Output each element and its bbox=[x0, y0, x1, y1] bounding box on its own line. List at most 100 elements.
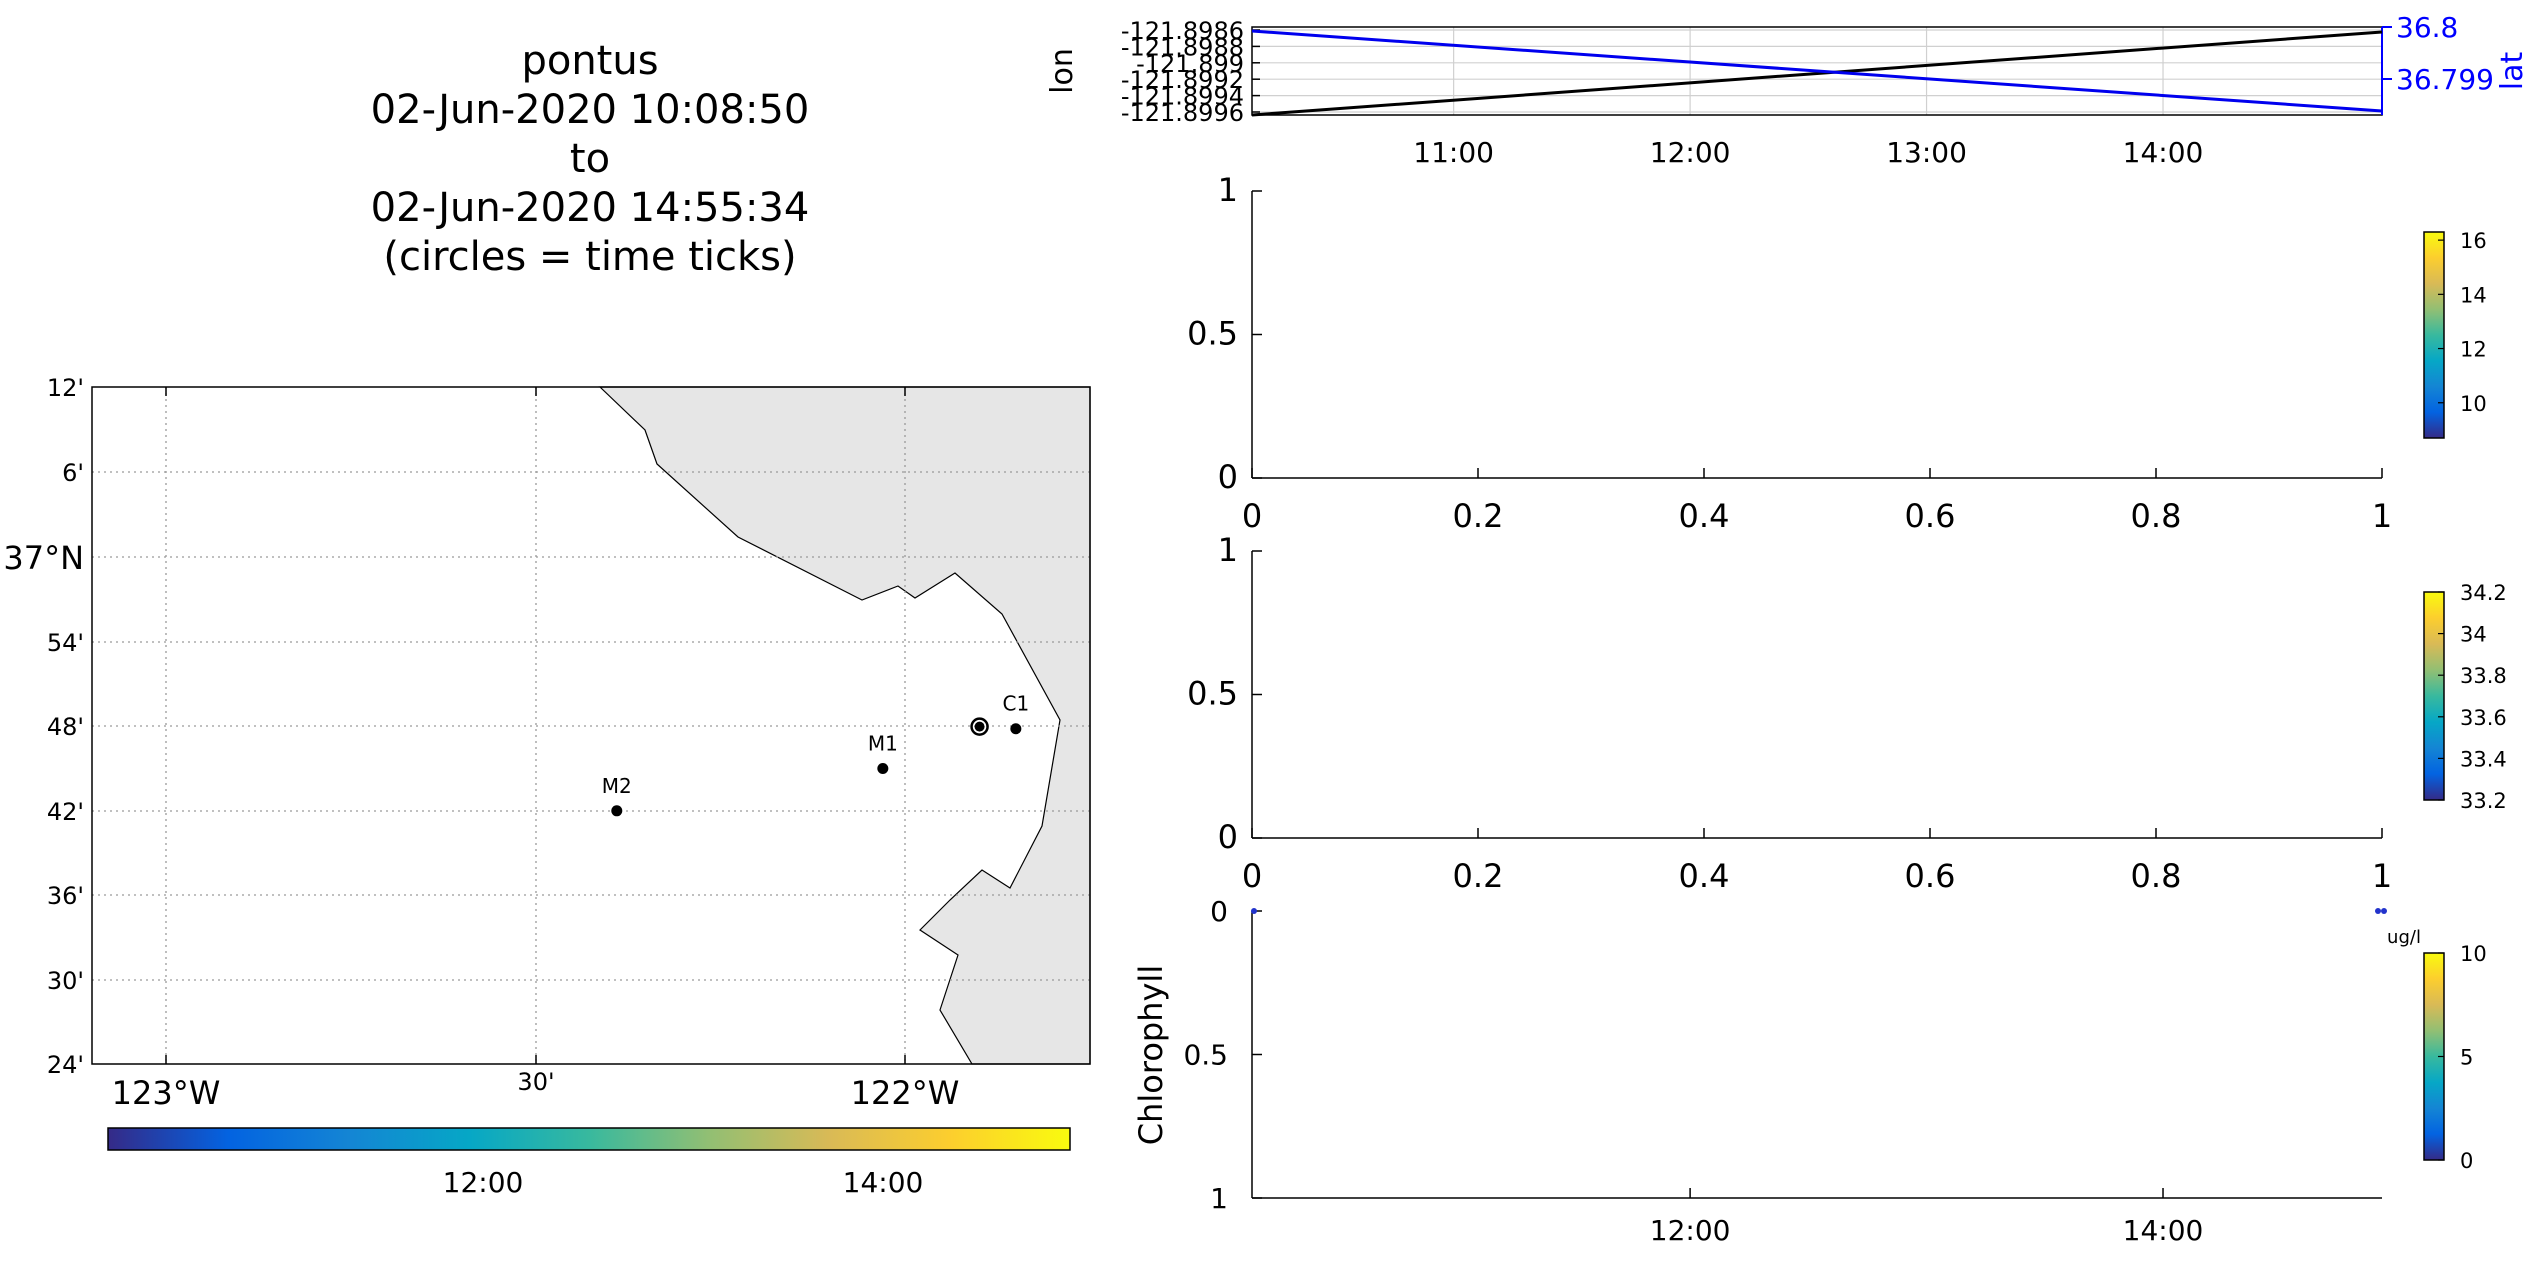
colorbar-tick-label: 10 bbox=[2460, 392, 2487, 416]
chlorophyll-point bbox=[1251, 908, 1257, 914]
x-tick-label: 0.4 bbox=[1679, 497, 1730, 535]
lat-label: 30' bbox=[47, 967, 84, 995]
lat-label: 36' bbox=[47, 882, 84, 910]
x-tick-label: 0.2 bbox=[1453, 857, 1504, 895]
lat-label: 12' bbox=[47, 374, 84, 402]
x-tick-label: 0.6 bbox=[1905, 857, 1956, 895]
lon-series-line bbox=[1251, 30, 2383, 117]
map-ticks bbox=[165, 387, 906, 1064]
map-lat-labels: 12' 6' 37°N 54' 48' 42' 36' 30' 24' bbox=[3, 374, 84, 1079]
lat-label: 24' bbox=[47, 1051, 84, 1079]
lonlat-time-ticks: 11:00 12:00 13:00 14:00 bbox=[1413, 136, 2203, 169]
map-stations: M2 M1 C1 bbox=[602, 692, 1029, 817]
x-tick-label: 0.8 bbox=[2131, 497, 2182, 535]
lat-axis-label: lat bbox=[2495, 52, 2530, 91]
x-tick-label: 0.2 bbox=[1453, 497, 1504, 535]
title-line-5: (circles = time ticks) bbox=[383, 234, 796, 280]
colorbar-tick-label: 34.2 bbox=[2460, 581, 2507, 605]
lon-tick-label: -121.8994 bbox=[1121, 83, 1244, 111]
map-grid bbox=[92, 387, 1090, 1064]
time-colorbar bbox=[107, 1127, 1071, 1151]
lat-label: 54' bbox=[47, 629, 84, 657]
track-marker bbox=[970, 717, 989, 736]
x-tick-label: 0.6 bbox=[1905, 497, 1956, 535]
colorbar bbox=[2423, 591, 2445, 801]
lonlat-lat-ticks: 36.8 36.799 bbox=[2381, 11, 2494, 115]
station-label-m1: M1 bbox=[868, 732, 898, 756]
x-tick-label: 14:00 bbox=[2123, 1214, 2204, 1247]
lonlat-panel: -121.8986-121.8988-121.899-121.8992-121.… bbox=[1045, 11, 2530, 169]
colorbar-tick-label: 33.6 bbox=[2460, 706, 2507, 730]
y-tick-label: 0.5 bbox=[1187, 675, 1238, 713]
x-tick-label: 0 bbox=[1242, 857, 1262, 895]
y-tick-label: 0 bbox=[1210, 895, 1228, 928]
lon-tick-label: -121.8996 bbox=[1121, 99, 1244, 127]
time-tick-label: 12:00 bbox=[1650, 136, 1731, 169]
colorbar-tick-label: 33.4 bbox=[2460, 747, 2507, 771]
lon-axis-label: lon bbox=[1045, 48, 1080, 94]
station-marker-m2 bbox=[611, 805, 623, 817]
lon-tick-label: -121.8988 bbox=[1121, 33, 1244, 61]
lon-label-30min: 30' bbox=[517, 1068, 554, 1096]
y-tick-label: 1 bbox=[1218, 531, 1238, 569]
y-tick-label: 0 bbox=[1218, 818, 1238, 856]
lat-tick-label: 36.799 bbox=[2396, 63, 2494, 96]
chlorophyll-point bbox=[2375, 908, 2381, 914]
colorbar-tick-label: 16 bbox=[2460, 229, 2487, 253]
lon-tick-label: -121.8992 bbox=[1121, 66, 1244, 94]
x-tick-label: 0 bbox=[1242, 497, 1262, 535]
colorbar-tick-label: 34 bbox=[2460, 623, 2487, 647]
colorbar bbox=[2423, 231, 2445, 439]
colorbar-tick-label: 5 bbox=[2460, 1046, 2473, 1070]
lon-tick-label: -121.899 bbox=[1136, 50, 1244, 78]
chlorophyll-unit-label: ug/l bbox=[2387, 927, 2421, 948]
lat-label: 37°N bbox=[3, 539, 84, 577]
lon-label-122w: 122°W bbox=[851, 1074, 960, 1112]
x-tick-label: 12:00 bbox=[1650, 1214, 1731, 1247]
lon-tick-label: -121.8986 bbox=[1121, 17, 1244, 45]
y-tick-label: 0.5 bbox=[1187, 315, 1238, 353]
lonlat-lon-ticks: -121.8986-121.8988-121.899-121.8992-121.… bbox=[1121, 17, 1244, 127]
colorbar-tick-label: 14 bbox=[2460, 283, 2487, 307]
y-tick-label: 0 bbox=[1218, 458, 1238, 496]
colorbar-tick-label: 33.2 bbox=[2460, 789, 2507, 813]
title-line-3: to bbox=[570, 136, 610, 182]
title-block: pontus 02-Jun-2020 10:08:50 to 02-Jun-20… bbox=[371, 38, 810, 280]
time-tick-label: 11:00 bbox=[1413, 136, 1494, 169]
x-tick-label: 1 bbox=[2372, 497, 2392, 535]
title-line-1: pontus bbox=[521, 38, 658, 84]
scatter-panel-2: 0 0.5 1 0 0.2 0.4 0.6 0.8 1 33.2 33.4 33.6 33.8 34 34.… bbox=[1187, 531, 2507, 895]
lon-label-123w: 123°W bbox=[112, 1074, 221, 1112]
colorbar-tick-label: 10 bbox=[2460, 942, 2487, 966]
track-point bbox=[974, 721, 985, 732]
lat-label: 6' bbox=[62, 459, 84, 487]
time-tick-label: 14:00 bbox=[2123, 136, 2204, 169]
lat-tick-label: 36.8 bbox=[2396, 11, 2458, 44]
station-label-c1: C1 bbox=[1002, 692, 1029, 716]
time-colorbar-tick-12: 12:00 bbox=[443, 1166, 524, 1199]
title-line-2: 02-Jun-2020 10:08:50 bbox=[371, 87, 810, 133]
x-tick-label: 0.4 bbox=[1679, 857, 1730, 895]
lat-label: 42' bbox=[47, 798, 84, 826]
map-lon-labels: 123°W 30' 122°W bbox=[112, 1068, 960, 1112]
map-frame bbox=[91, 386, 1091, 1065]
y-tick-label: 0.5 bbox=[1183, 1039, 1228, 1072]
lat-series-line bbox=[1251, 29, 2383, 113]
x-tick-label: 1 bbox=[2372, 857, 2392, 895]
chlorophyll-axis-label: Chlorophyll bbox=[1132, 965, 1170, 1145]
map-panel: 12' 6' 37°N 54' 48' 42' 36' 30' 24' 123°W 30' 12… bbox=[3, 374, 1091, 1199]
chlorophyll-point bbox=[2381, 908, 2387, 914]
station-marker-m1 bbox=[877, 763, 889, 774]
colorbar-tick-label: 0 bbox=[2460, 1149, 2473, 1173]
lat-label: 48' bbox=[47, 713, 84, 741]
title-line-4: 02-Jun-2020 14:55:34 bbox=[371, 185, 810, 231]
track-time-tick-circle bbox=[970, 717, 989, 736]
station-label-m2: M2 bbox=[602, 774, 632, 798]
colorbar-tick-label: 12 bbox=[2460, 338, 2487, 362]
chlorophyll-panel: Chlorophyll ug/l 0 0.5 1 12:00 14:00 0 5 10 bbox=[1132, 895, 2487, 1247]
station-marker-c1 bbox=[1010, 723, 1022, 735]
land-mass bbox=[598, 386, 1091, 1065]
y-tick-label: 1 bbox=[1218, 171, 1238, 209]
